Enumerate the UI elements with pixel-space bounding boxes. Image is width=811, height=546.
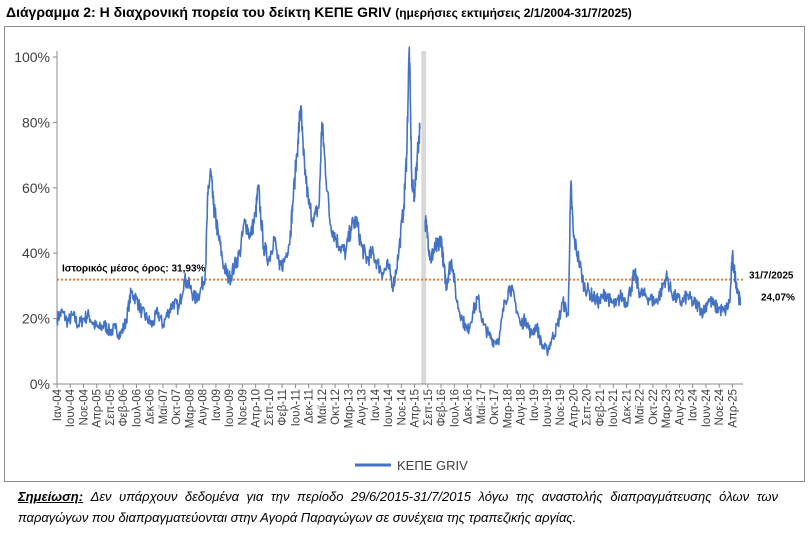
legend-label: ΚΕΠΕ GRIV (397, 458, 468, 473)
footnote-text: Δεν υπάρχουν δεδομένα για την περίοδο 29… (18, 489, 778, 525)
y-tick-label: 0% (30, 376, 50, 392)
x-tick-label: Ιαν-24 (688, 388, 700, 421)
x-tick-label: Ιουλ-11 (290, 389, 302, 426)
y-tick-label: 20% (22, 311, 50, 327)
gap-band (421, 51, 427, 384)
y-tick-label: 100% (14, 49, 50, 65)
x-tick-label: Φεβ-21 (595, 389, 607, 427)
x-tick-label: Απρ-10 (251, 389, 263, 428)
x-tick-label: Σεπ-15 (423, 389, 435, 426)
x-tick-label: Απρ-25 (727, 389, 739, 428)
footnote-label: Σημείωση: (18, 489, 84, 504)
x-tick-label: Νοε-24 (714, 388, 726, 425)
x-tick-label: Ιουν-04 (65, 388, 77, 427)
x-tick-label: Ιαν-19 (529, 389, 541, 421)
end-date-label: 31/7/2025 (749, 271, 794, 282)
footnote: Σημείωση: Δεν υπάρχουν δεδομένα για την … (18, 486, 778, 528)
y-tick-label: 40% (22, 245, 50, 261)
x-tick-label: Μαϊ-17 (476, 389, 488, 424)
x-tick-label: Αυγ-23 (674, 389, 686, 425)
x-tick-label: Μαρ-13 (343, 389, 355, 428)
x-tick-label: Δεκ-11 (304, 389, 316, 423)
y-tick-label: 60% (22, 180, 50, 196)
x-tick-label: Νοε-19 (555, 389, 567, 425)
x-tick-label: Αυγ-18 (516, 389, 528, 425)
series-line-griv (424, 180, 742, 357)
x-tick-label: Μαρ-18 (502, 389, 514, 428)
x-tick-label: Δεκ-21 (621, 389, 633, 424)
x-tick-label: Απρ-20 (568, 389, 580, 428)
chart-title-sub: (ημερήσιες εκτιμήσεις 2/1/2004-31/7/2025… (395, 6, 632, 20)
x-tick-label: Δεκ-06 (145, 389, 157, 424)
x-tick-label: Ιουν-24 (701, 388, 713, 427)
x-tick-label: Μαϊ-22 (635, 389, 647, 424)
x-tick-label: Ιουν-14 (383, 388, 395, 427)
x-tick-label: Οκτ-22 (648, 389, 660, 425)
chart-title-main: Διάγραμμα 2: Η διαχρονική πορεία του δεί… (6, 4, 392, 20)
x-tick-label: Ιουν-19 (542, 389, 554, 427)
chart-frame: 0% 20% 40% 60% 80% 100% Ιαν-04 Ιουν-04 Νοε-04 Απρ… (4, 26, 805, 482)
series-line-griv (56, 46, 421, 341)
x-tick-label: Νοε-14 (396, 388, 408, 425)
mean-line-label: Ιστορικός μέσος όρος: 31,93% (62, 264, 206, 275)
x-tick-label: Σεπ-20 (582, 389, 594, 426)
x-tick-label: Σεπ-10 (264, 389, 276, 426)
x-tick-label: Απρ-15 (410, 389, 422, 428)
end-value-label: 24,07% (761, 293, 795, 304)
x-tick-label: Ιουλ-16 (449, 389, 461, 427)
x-tick-label: Ιουν-09 (224, 389, 236, 427)
x-tick-label: Ιουλ-06 (131, 389, 143, 427)
x-tick-label: Απρ-05 (92, 389, 104, 428)
chart-title: Διάγραμμα 2: Η διαχρονική πορεία του δεί… (6, 4, 632, 20)
y-tick-label: 80% (22, 114, 50, 130)
x-tick-label: Οκτ-07 (171, 389, 183, 425)
x-tick-label: Ιαν-14 (370, 388, 382, 421)
x-tick-label: Μαρ-23 (661, 389, 673, 428)
x-tick-label: Μαϊ-12 (317, 389, 329, 424)
x-tick-label: Φεβ-16 (436, 389, 448, 427)
x-tick-label: Οκτ-12 (330, 389, 342, 425)
x-tick-label: Δεκ-16 (463, 389, 475, 424)
x-tick-label: Μαρ-08 (184, 389, 196, 428)
x-tick-label: Σεπ-05 (105, 389, 117, 426)
line-chart: 0%20%40%60%80%100%Ιαν-04 Ιουν-04 Νοε-04 Απρ… (14, 46, 795, 473)
x-tick-label: Νοε-09 (237, 389, 249, 425)
x-tick-label: Μαϊ-07 (158, 389, 170, 424)
x-tick-label: Φεβ-06 (118, 389, 130, 427)
x-tick-label: Αυγ-13 (357, 389, 369, 425)
x-tick-label: Οκτ-17 (489, 389, 501, 425)
x-tick-label: Ιαν-09 (211, 389, 223, 421)
x-tick-label: Φεβ-11 (277, 389, 289, 426)
x-tick-label: Ιαν-04 (52, 388, 64, 421)
x-tick-label: Αυγ-08 (198, 389, 210, 425)
x-tick-label: Ιουλ-21 (608, 389, 620, 427)
x-tick-label: Νοε-04 (78, 388, 90, 425)
